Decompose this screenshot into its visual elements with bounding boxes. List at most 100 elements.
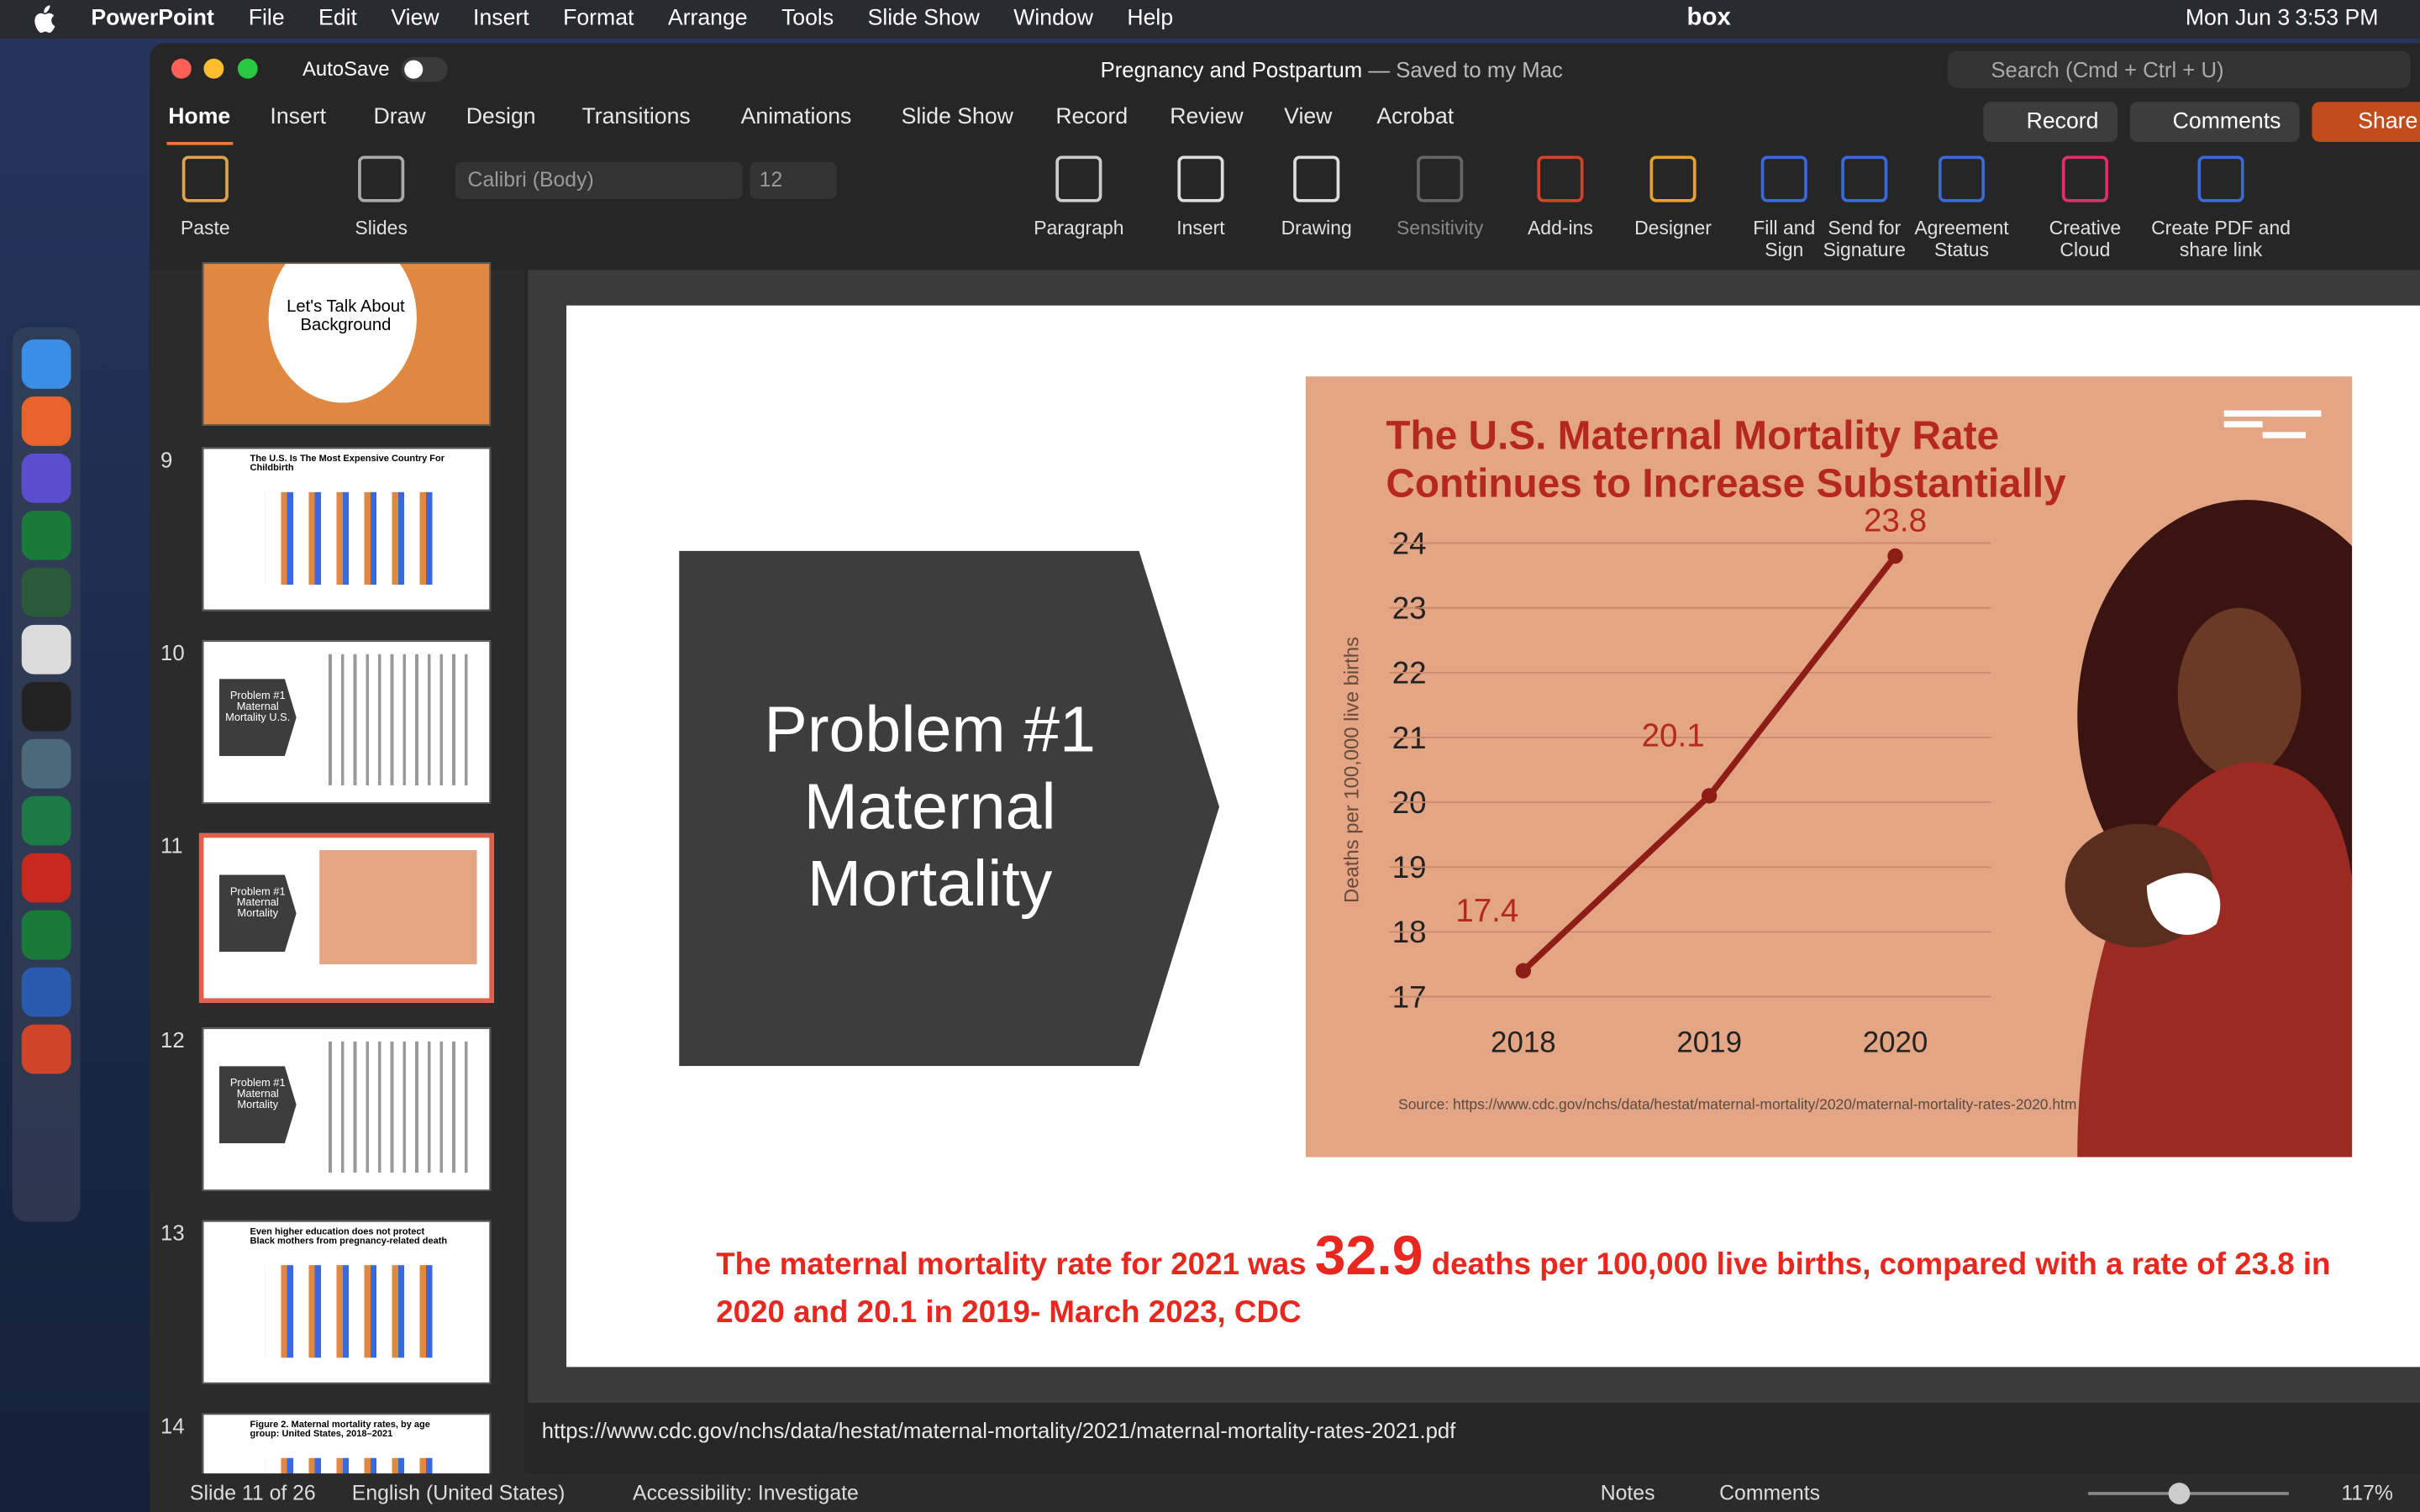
dock-icon[interactable] <box>21 1024 71 1074</box>
ribbon-button-label[interactable]: Add-ins <box>1527 217 1593 239</box>
box-icon[interactable]: box <box>1686 4 1731 31</box>
dock-icon[interactable] <box>21 567 71 617</box>
ribbon-tab[interactable]: Review <box>1170 104 1244 130</box>
ribbon-icon[interactable] <box>1649 155 1697 202</box>
tab-buttons: Record Comments Share <box>1983 102 2420 142</box>
ribbon-button-label[interactable]: Designer <box>1634 217 1712 239</box>
dock-icon[interactable] <box>21 510 71 560</box>
slide-thumbnail[interactable]: Let's Talk About Background <box>202 262 492 426</box>
autosave-toggle[interactable] <box>401 56 448 82</box>
slide-number: 14 <box>160 1413 185 1438</box>
ribbon-icon[interactable] <box>1293 155 1340 202</box>
time[interactable]: 3:53 PM <box>2295 6 2379 31</box>
tab-button[interactable]: Comments <box>2129 102 2300 142</box>
tab-button[interactable]: Record <box>1983 102 2118 142</box>
menu-item[interactable]: Format <box>563 6 634 31</box>
zoom-level[interactable]: 117% <box>2341 1481 2393 1504</box>
dock-icon[interactable] <box>21 967 71 1017</box>
ribbon-tab[interactable]: Home <box>168 104 231 130</box>
ribbon-button-label[interactable]: Insert <box>1176 217 1225 239</box>
ribbon-icon[interactable] <box>1537 155 1584 202</box>
ribbon-button-label[interactable]: Paragraph <box>1034 217 1124 239</box>
close-button[interactable] <box>171 58 192 79</box>
ribbon-tab[interactable]: View <box>1284 104 1333 130</box>
ribbon-tab[interactable]: Insert <box>270 104 327 130</box>
ribbon-icon[interactable] <box>1938 155 1986 202</box>
apple-logo[interactable] <box>31 5 55 34</box>
ribbon-button-label[interactable]: Sensitivity <box>1396 217 1484 239</box>
data-point <box>1515 963 1532 979</box>
ribbon-button-label[interactable]: Creative Cloud <box>2049 217 2122 261</box>
zoom-button[interactable] <box>237 58 258 79</box>
menu-item[interactable]: View <box>391 6 439 31</box>
slide-thumbnail[interactable]: Problem #1 Maternal Mortality <box>202 1027 492 1191</box>
language[interactable]: English (United States) <box>351 1481 566 1504</box>
menu-item[interactable]: Arrange <box>667 6 748 31</box>
ribbon-icon[interactable] <box>1417 155 1464 202</box>
menu-items: File Edit View Insert Format Arrange Tools Slid… <box>249 6 1173 30</box>
dock-icon[interactable] <box>21 396 71 446</box>
ribbon-button-label[interactable]: Slides <box>355 217 408 239</box>
ribbon-tab[interactable]: Acrobat <box>1376 104 1455 130</box>
y-axis-label: Deaths per 100,000 live births <box>1340 637 1363 903</box>
ribbon-button-label[interactable]: Create PDF and share link <box>2151 217 2291 261</box>
slide-thumbnail[interactable]: The U.S. Is The Most Expensive Country F… <box>202 447 492 612</box>
menu-item[interactable]: Tools <box>781 6 834 31</box>
ribbon-icon[interactable] <box>1841 155 1888 202</box>
ribbon-tab[interactable]: Design <box>466 104 536 130</box>
shape-line: Problem #1 <box>764 692 1096 766</box>
ribbon-button-label[interactable]: Agreement Status <box>1914 217 2009 261</box>
ribbon-icon[interactable] <box>2061 155 2108 202</box>
app-menu[interactable]: PowerPoint <box>91 6 214 31</box>
slide-thumbnail[interactable]: Even higher education does not protect B… <box>202 1220 492 1384</box>
menu-item[interactable]: File <box>248 6 285 31</box>
comments-button[interactable]: Comments <box>1719 1481 1820 1504</box>
ribbon-button-label[interactable]: Paste <box>180 217 230 239</box>
dock-icon[interactable] <box>21 624 71 675</box>
ribbon-tab[interactable]: Record <box>1055 104 1128 130</box>
logo-bar <box>2275 410 2322 417</box>
zoom-slider[interactable] <box>2088 1483 2289 1504</box>
ribbon-tab[interactable]: Animations <box>740 104 852 130</box>
ribbon-tab[interactable]: Transitions <box>581 104 691 130</box>
notes-button[interactable]: Notes <box>1600 1481 1655 1504</box>
ribbon-button-label[interactable]: Fill and Sign <box>1753 217 1816 261</box>
dock-icon[interactable] <box>21 853 71 903</box>
ribbon-icon[interactable] <box>1055 155 1102 202</box>
search-box[interactable]: Search (Cmd + Ctrl + U) <box>1947 50 2411 88</box>
dock-icon[interactable] <box>21 795 71 846</box>
x-tick-label: 2020 <box>1863 1026 1928 1059</box>
accessibility[interactable]: Accessibility: Investigate <box>633 1481 859 1504</box>
dock-icon[interactable] <box>21 454 71 503</box>
slide-thumbnail[interactable]: Problem #1 Maternal Mortality <box>198 832 494 1003</box>
ribbon-icon[interactable] <box>1177 155 1224 202</box>
notes-text[interactable]: https://www.cdc.gov/nchs/data/hestat/mat… <box>541 1417 1456 1443</box>
tab-button[interactable]: Share <box>2312 102 2420 142</box>
menu-bar: PowerPoint File Edit View Insert Format Arran… <box>0 0 2420 39</box>
ribbon-button-label[interactable]: Drawing <box>1281 217 1352 239</box>
ribbon-tab[interactable]: Draw <box>373 104 426 130</box>
menu-item[interactable]: Window <box>1013 6 1093 31</box>
dock-icon[interactable] <box>21 681 71 732</box>
dock-icon[interactable] <box>21 738 71 789</box>
menu-item[interactable]: Slide Show <box>867 6 980 31</box>
ribbon-icon[interactable] <box>182 155 229 202</box>
dock-icon[interactable] <box>21 339 71 389</box>
slide-thumbnail[interactable]: Problem #1 Maternal Mortality U.S. <box>202 640 492 804</box>
font-size-box[interactable]: 12 <box>750 161 837 199</box>
ribbon-icon[interactable] <box>358 155 405 202</box>
minimize-button[interactable] <box>203 58 224 79</box>
menu-item[interactable]: Edit <box>318 6 357 31</box>
menu-item[interactable]: Insert <box>473 6 529 31</box>
date[interactable]: Mon Jun 3 <box>2185 6 2291 31</box>
menu-item[interactable]: Help <box>1127 6 1174 31</box>
ribbon-icon[interactable] <box>2197 155 2244 202</box>
ribbon-tab[interactable]: Slide Show <box>901 104 1013 130</box>
dock-icon[interactable] <box>21 910 71 960</box>
status-bar: Slide 11 of 26 English (United States) A… <box>150 1473 2420 1512</box>
ribbon-icon[interactable] <box>1760 155 1807 202</box>
ribbon-button-label[interactable]: Send for Signature <box>1823 217 1906 261</box>
font-box[interactable]: Calibri (Body) <box>455 161 743 199</box>
footer-text: The maternal mortality rate for 2021 was <box>716 1247 1315 1283</box>
footer-text: deaths per 100,000 live births, compared… <box>716 1247 2331 1331</box>
